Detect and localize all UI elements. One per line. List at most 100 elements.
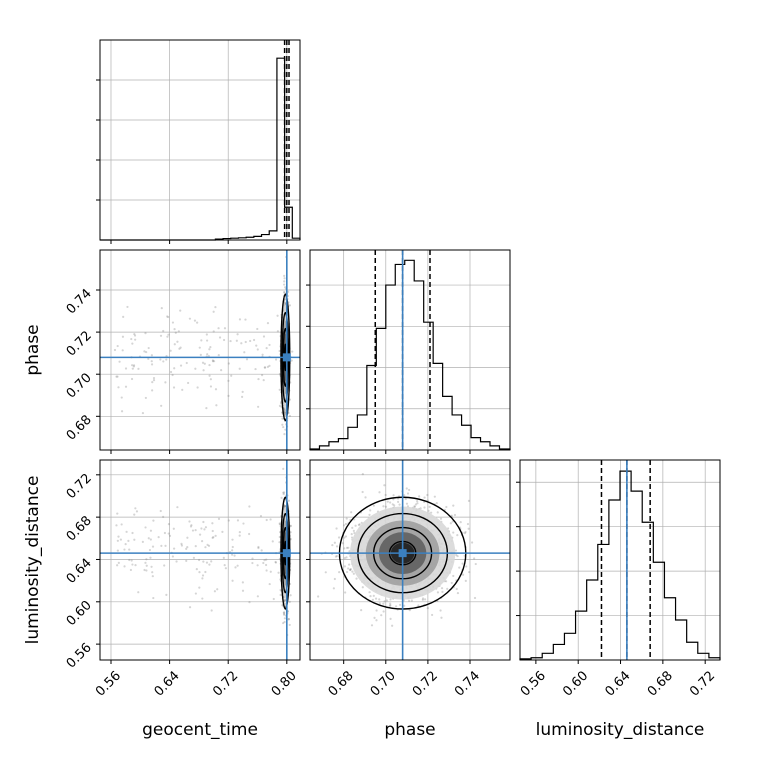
sample-point [179,346,182,349]
sample-point [192,556,196,559]
sample-point [407,488,411,492]
panel-frame-2-2 [519,459,721,661]
sample-point [450,581,453,585]
sample-point [134,338,137,341]
sample-point [243,351,246,354]
sample-point [266,322,270,325]
sample-point [241,581,244,584]
sample-point [205,333,208,336]
sample-point [427,509,430,512]
sample-point [162,515,165,518]
sample-point [205,407,208,410]
sample-point [287,618,290,621]
sample-point [467,499,471,502]
sample-point [214,534,217,537]
sample-point [465,565,468,568]
sample-point [113,348,117,352]
sample-point [455,587,458,591]
x-axis-label-luminosity-distance: luminosity_distance [536,720,705,740]
sample-point [128,558,131,562]
sample-point [335,545,339,548]
sample-point [282,621,285,625]
sample-point [131,367,134,370]
sample-point [159,334,163,337]
sample-point [217,517,221,521]
sample-point [124,543,127,546]
sample-point [145,564,148,567]
sample-point [357,523,361,527]
sample-point [284,598,287,601]
sample-point [276,330,279,333]
sample-point [134,507,137,510]
sample-point [214,306,217,309]
sample-point [343,547,346,550]
sample-point [119,538,122,541]
sample-point [470,541,474,544]
sample-point [278,388,281,391]
sample-point [288,600,291,603]
sample-point [281,604,284,607]
sample-point [197,558,201,562]
sample-point [169,370,173,374]
sample-point [279,588,282,592]
sample-point [145,350,148,354]
sample-point [440,587,444,590]
sample-point [213,590,217,593]
sample-point [157,536,160,539]
sample-point [173,328,176,331]
sample-point [416,499,419,503]
sample-point [190,524,193,527]
sample-point [174,331,177,334]
sample-point [256,564,259,567]
panel-frame-2-0 [99,459,301,661]
sample-point [407,599,411,602]
sample-point [473,596,477,600]
sample-point [384,505,388,508]
sample-point [116,564,119,567]
sample-point [283,280,286,283]
sample-point [211,522,214,525]
sample-point [242,522,245,525]
sample-point [403,604,406,607]
sample-point [210,609,213,612]
sample-point [123,548,126,551]
sample-point [152,519,155,522]
sample-point [418,495,421,498]
sample-point [451,520,454,523]
sample-point [208,563,211,566]
sample-point [201,597,204,600]
sample-point [466,522,470,526]
sample-point [283,413,287,416]
sample-point [130,559,133,562]
sample-point [208,348,211,351]
sample-point [173,367,176,370]
sample-point [380,614,383,617]
sample-point [345,546,349,549]
sample-point [262,561,265,565]
sample-point [128,548,131,551]
x-tick-label-luminosity_distance-4: 0.72 [687,668,718,699]
sample-point [241,390,244,393]
sample-point [456,591,460,595]
sample-point [122,315,125,318]
sample-point [287,617,291,621]
sample-point [347,546,350,549]
sample-point [350,533,353,536]
sample-point [147,346,150,350]
x-tick-label-phase-3: 0.74 [452,668,483,699]
sample-point [160,306,163,310]
sample-point [188,606,192,609]
sample-point [265,347,268,350]
sample-point [144,331,147,335]
sample-point [269,518,272,521]
y-tick-label-luminosity_distance-2: 0.64 [64,556,95,587]
sample-point [351,570,354,573]
sample-point [283,283,286,286]
sample-point [345,556,348,559]
sample-point [160,404,163,407]
sample-point [417,604,420,607]
sample-point [361,586,364,589]
sample-point [337,536,341,539]
sample-point [179,364,183,367]
sample-point [188,520,191,523]
